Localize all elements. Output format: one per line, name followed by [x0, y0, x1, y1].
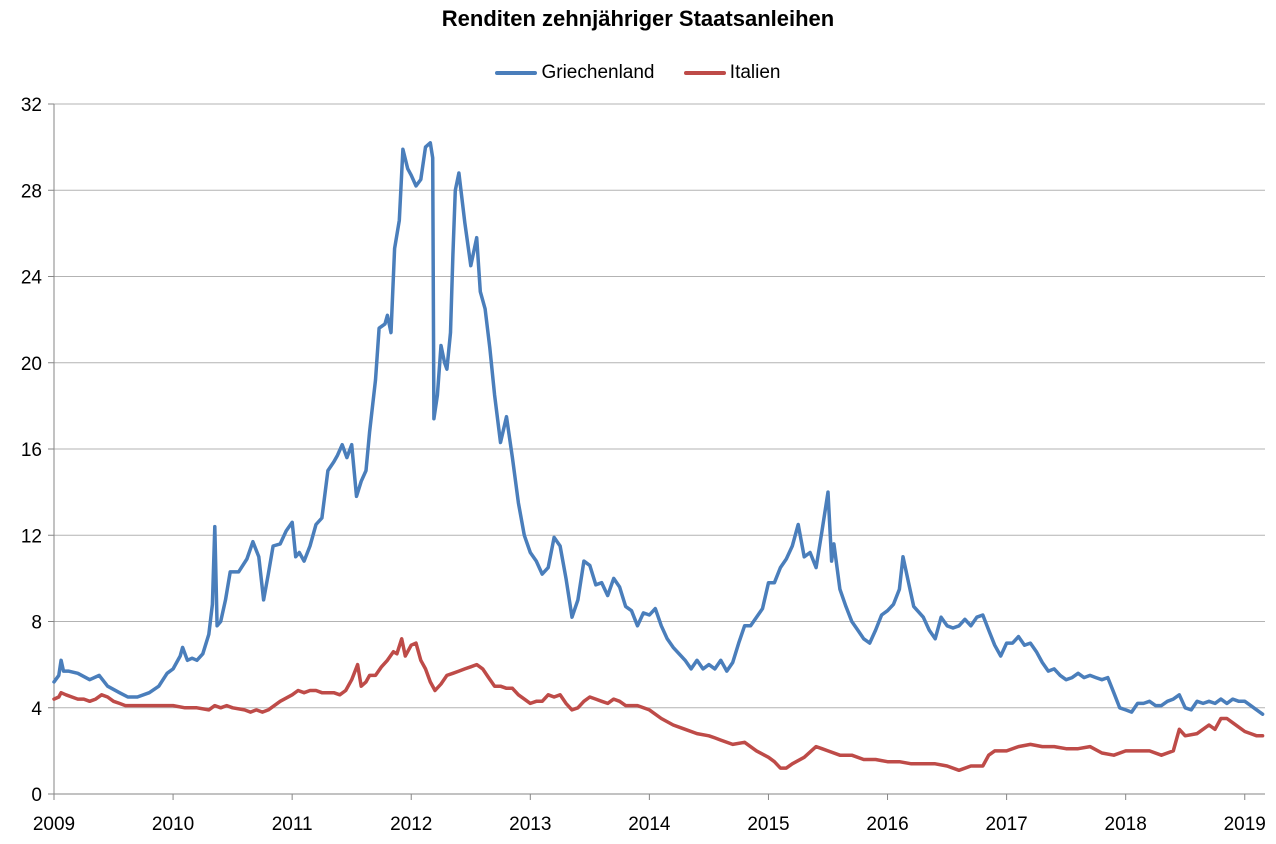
series-lines	[52, 141, 1265, 773]
legend-label-italien: Italien	[729, 62, 781, 83]
series-line-italien	[52, 637, 1265, 773]
x-tick-label: 2018	[1105, 814, 1147, 835]
y-tick-label: 0	[31, 785, 42, 806]
x-tick-label: 2014	[628, 814, 671, 835]
y-tick-label: 32	[21, 95, 42, 116]
x-tick-label: 2015	[747, 814, 789, 835]
tick-labels: 0 4 8 12 16 20 24 28 32 2009 2010 2011 2012 2013 2014 2…	[21, 95, 1266, 835]
x-tick-label: 2013	[509, 814, 551, 835]
x-tick-label: 2011	[272, 814, 313, 835]
x-tick-label: 2019	[1224, 814, 1266, 835]
legend: Griechenland Italien	[0, 59, 1276, 84]
series-line-griechenland	[52, 141, 1265, 716]
x-tick-label: 2010	[152, 814, 194, 835]
axes	[48, 103, 1265, 800]
legend-item-italien: Italien	[683, 62, 781, 84]
y-tick-label: 24	[21, 268, 43, 289]
chart-title: Renditen zehnjähriger Staatsanleihen	[441, 6, 835, 31]
y-tick-label: 28	[21, 181, 42, 202]
y-tick-label: 4	[31, 699, 42, 720]
x-tick-label: 2017	[985, 814, 1027, 835]
legend-swatch-griechenland	[495, 71, 538, 75]
legend-label-griechenland: Griechenland	[541, 62, 655, 83]
x-tick-label: 2012	[390, 814, 432, 835]
legend-item-griechenland: Griechenland	[495, 62, 655, 84]
y-tick-label: 12	[21, 526, 42, 547]
y-tick-label: 20	[21, 354, 42, 375]
y-tick-label: 8	[31, 613, 42, 634]
y-tick-label: 16	[21, 440, 42, 461]
legend-swatch-italien	[683, 71, 726, 75]
x-tick-label: 2016	[866, 814, 908, 835]
x-tick-label: 2009	[33, 814, 75, 835]
